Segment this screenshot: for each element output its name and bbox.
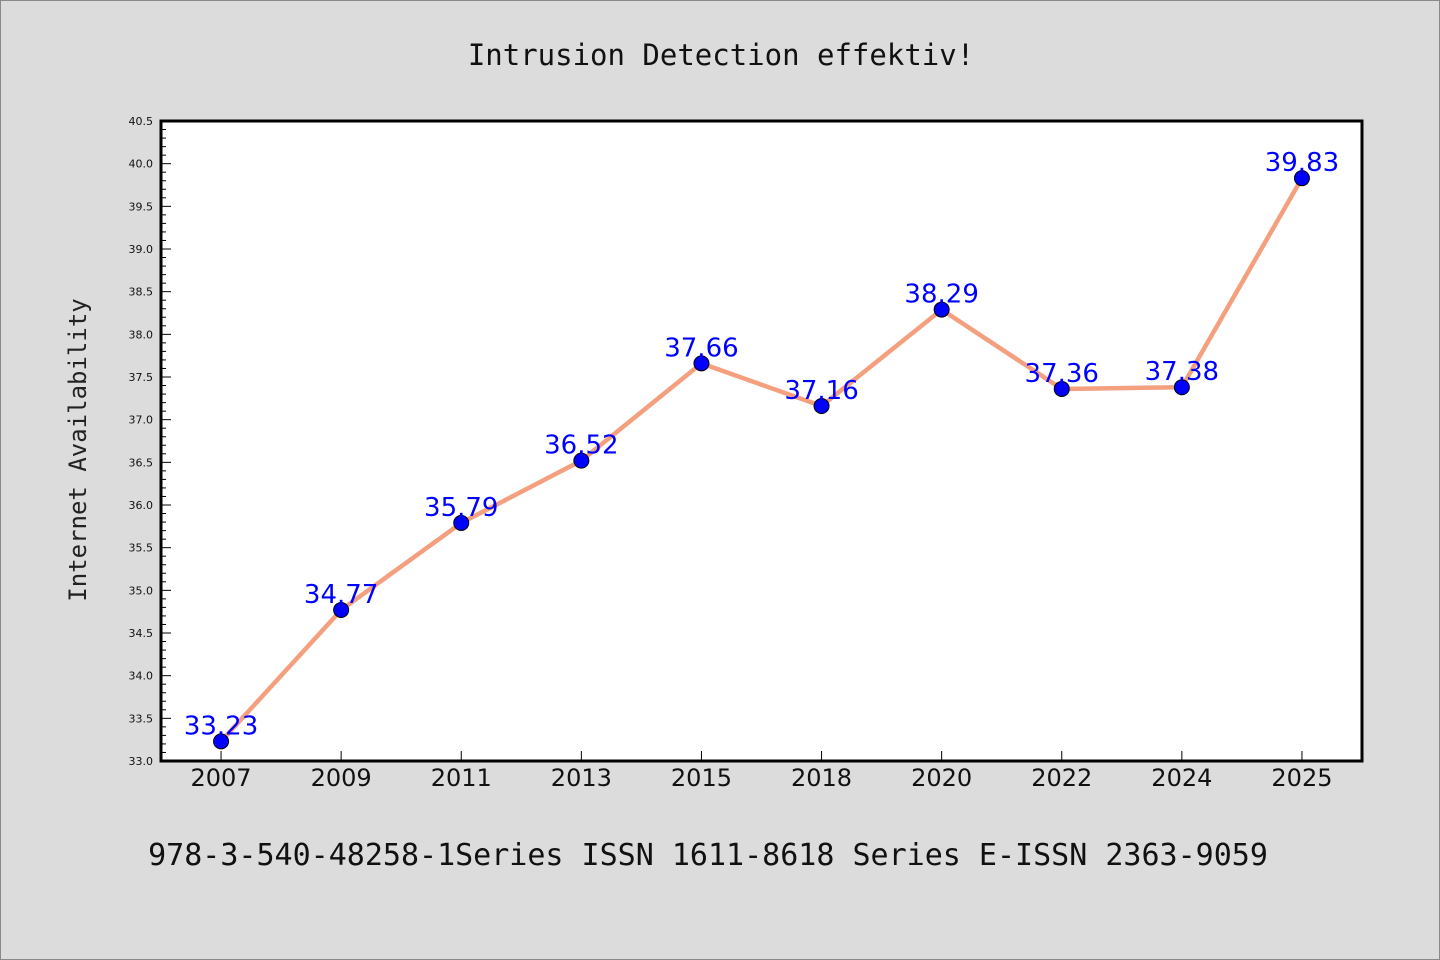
data-point — [213, 733, 230, 750]
data-label: 38.29 — [904, 280, 978, 310]
y-tick-label: 40.0 — [129, 158, 154, 171]
footer-text: 978-3-540-48258-1Series ISSN 1611-8618 S… — [148, 838, 1268, 873]
data-point — [1173, 379, 1190, 396]
data-label: 36.52 — [544, 431, 618, 461]
data-label: 33.23 — [184, 711, 258, 741]
y-tick-label: 38.5 — [129, 286, 154, 299]
y-tick-label: 38.0 — [129, 328, 154, 341]
x-axis-ticks: 2007 2009 2011 2013 2015 2018 2020 2022 2024 2025 — [191, 751, 1332, 792]
y-tick-label: 37.5 — [129, 371, 154, 384]
y-tick-label: 37.0 — [129, 414, 154, 427]
y-tick-label: 36.5 — [129, 456, 154, 469]
data-label: 35.79 — [424, 493, 498, 523]
y-tick-label: 36.0 — [129, 499, 154, 512]
y-axis-ticks: 33.0 33.5 34.0 34.5 35.0 35.5 36.0 36.5 37.0 37.5… — [129, 115, 171, 768]
data-point — [813, 398, 830, 415]
chart-title: Intrusion Detection effektiv! — [468, 38, 974, 72]
data-label: 34.77 — [304, 580, 378, 610]
x-tick-label: 2024 — [1151, 764, 1212, 792]
y-axis-label: Internet Availability — [64, 298, 92, 601]
data-markers — [213, 170, 1310, 750]
y-tick-label: 35.0 — [129, 584, 154, 597]
x-tick-label: 2015 — [671, 764, 732, 792]
plot-area — [159, 119, 1364, 763]
data-label: 37.16 — [784, 376, 858, 406]
data-point — [693, 355, 710, 372]
x-tick-label: 2009 — [311, 764, 372, 792]
data-labels: 33.23 34.77 35.79 36.52 37.66 37.16 38.29 37.36… — [184, 148, 1339, 741]
x-tick-label: 2025 — [1271, 764, 1332, 792]
y-tick-label: 40.5 — [129, 115, 154, 128]
data-label: 39.83 — [1265, 148, 1339, 178]
series-line — [219, 177, 1304, 743]
y-tick-label: 39.0 — [129, 243, 154, 256]
x-tick-label: 2020 — [911, 764, 972, 792]
y-tick-label: 34.0 — [129, 670, 154, 683]
y-tick-label: 35.5 — [129, 542, 154, 555]
x-tick-label: 2011 — [431, 764, 492, 792]
data-label: 37.38 — [1145, 357, 1219, 387]
data-point — [933, 301, 950, 318]
data-label: 37.36 — [1025, 359, 1099, 389]
data-point — [453, 514, 470, 531]
x-tick-label: 2007 — [191, 764, 252, 792]
y-tick-label: 33.0 — [129, 755, 154, 768]
y-tick-label: 39.5 — [129, 200, 154, 213]
data-point — [1293, 170, 1310, 187]
data-point — [333, 601, 350, 618]
y-tick-label: 34.5 — [129, 627, 154, 640]
y-tick-label: 33.5 — [129, 712, 154, 725]
data-point — [573, 452, 590, 469]
data-label: 37.66 — [664, 333, 738, 363]
data-point — [1053, 380, 1070, 397]
x-tick-label: 2018 — [791, 764, 852, 792]
x-tick-label: 2013 — [551, 764, 612, 792]
x-tick-label: 2022 — [1031, 764, 1092, 792]
